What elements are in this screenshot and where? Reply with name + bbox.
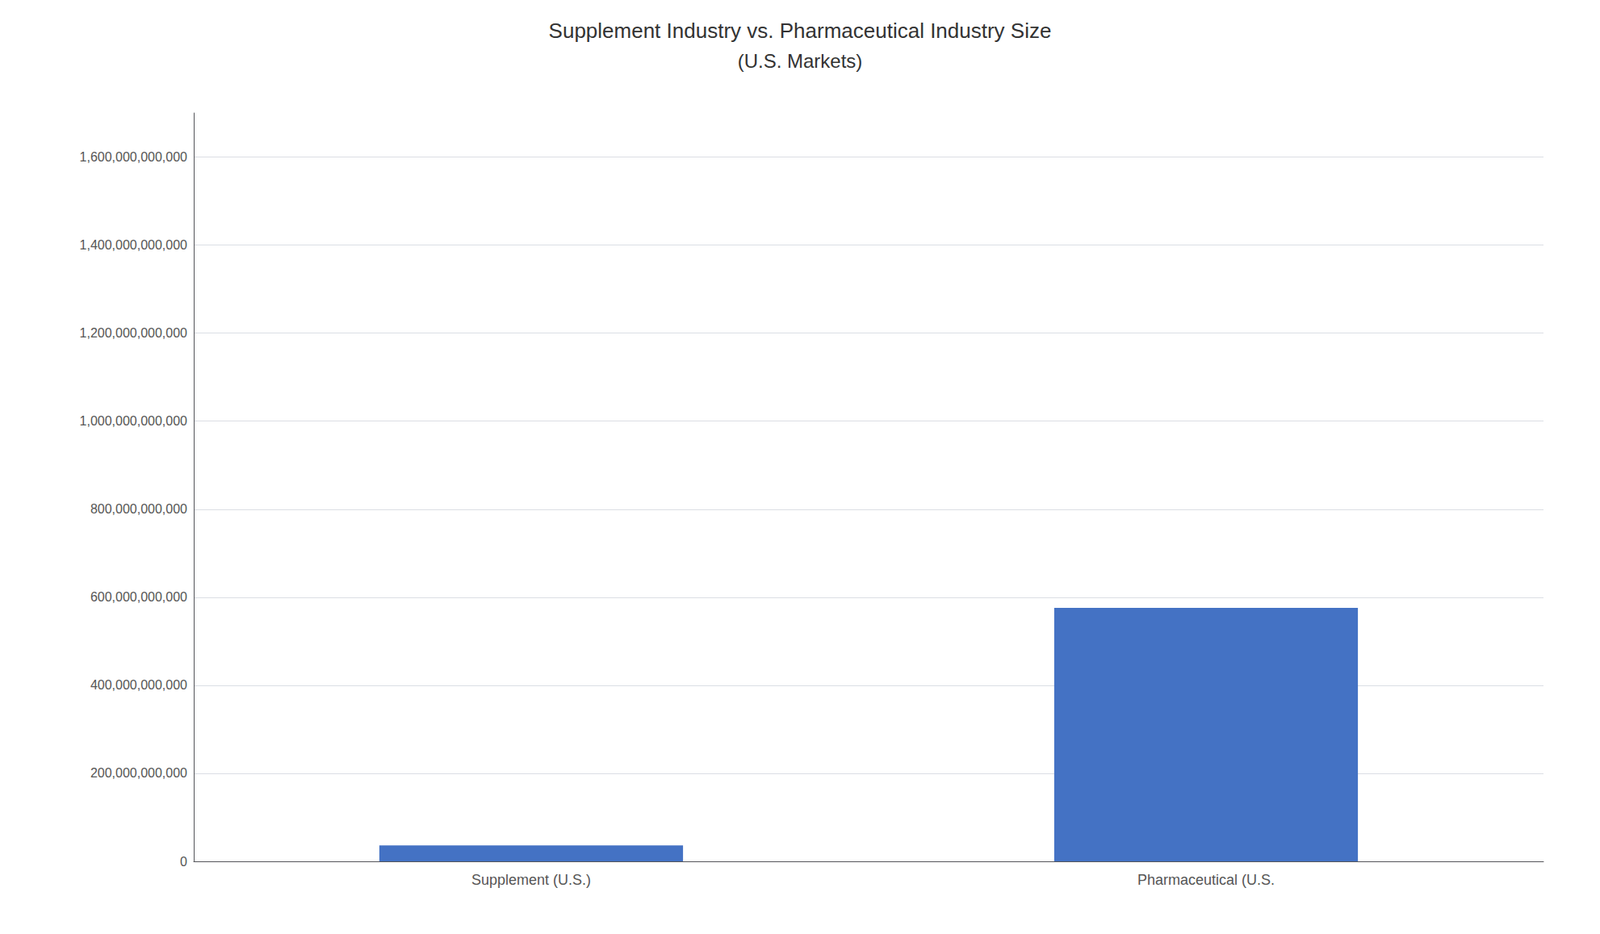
svg-text:Supplement Industry vs. Pharma: Supplement Industry vs. Pharmaceutical I… <box>548 18 1052 43</box>
svg-text:(U.S. Markets): (U.S. Markets) <box>737 50 863 72</box>
svg-text:600,000,000,000: 600,000,000,000 <box>90 590 188 604</box>
svg-text:1,400,000,000,000: 1,400,000,000,000 <box>79 238 189 252</box>
svg-text:Supplement (U.S.): Supplement (U.S.) <box>471 871 591 888</box>
svg-text:1,000,000,000,000: 1,000,000,000,000 <box>79 414 189 428</box>
svg-text:800,000,000,000: 800,000,000,000 <box>90 502 188 516</box>
svg-text:1,200,000,000,000: 1,200,000,000,000 <box>79 326 189 340</box>
svg-text:0: 0 <box>180 854 188 869</box>
svg-text:200,000,000,000: 200,000,000,000 <box>90 766 188 780</box>
svg-text:Pharmaceutical (U.S.: Pharmaceutical (U.S. <box>1137 871 1275 888</box>
svg-text:400,000,000,000: 400,000,000,000 <box>90 678 188 692</box>
svg-text:1,600,000,000,000: 1,600,000,000,000 <box>79 150 189 164</box>
